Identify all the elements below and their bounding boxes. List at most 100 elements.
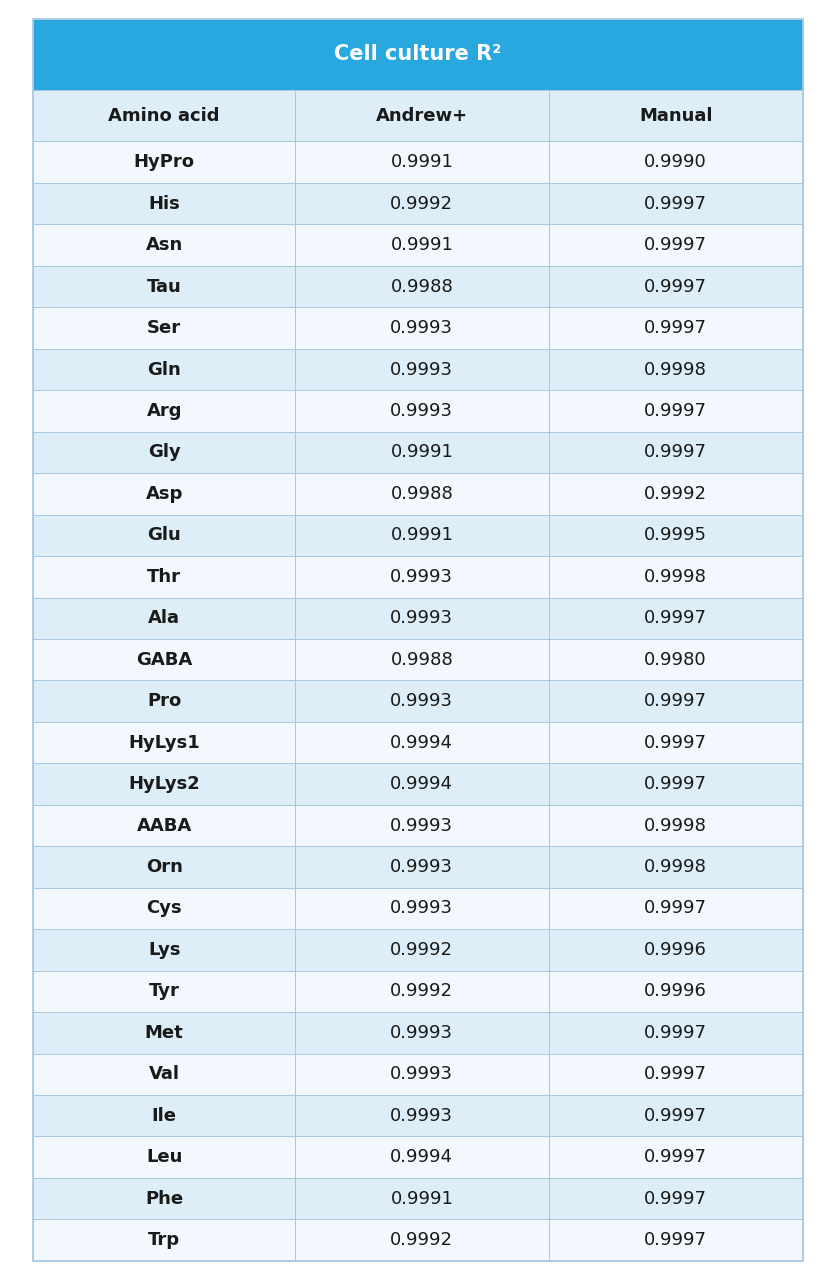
Text: Gly: Gly	[148, 443, 181, 461]
Text: Val: Val	[149, 1065, 180, 1083]
Text: 0.9997: 0.9997	[645, 319, 707, 337]
Text: Ala: Ala	[148, 609, 181, 627]
Bar	[548, 348, 803, 390]
Bar	[33, 348, 295, 390]
Text: Manual: Manual	[639, 106, 712, 124]
Bar	[548, 1053, 803, 1094]
Bar	[33, 1137, 295, 1178]
Text: 0.9993: 0.9993	[390, 692, 453, 710]
Text: 0.9997: 0.9997	[645, 1107, 707, 1125]
Text: 0.9991: 0.9991	[390, 154, 453, 172]
Bar	[33, 722, 295, 763]
Text: 0.9992: 0.9992	[390, 941, 453, 959]
Bar	[33, 515, 295, 556]
Bar	[548, 846, 803, 888]
Text: Asp: Asp	[145, 485, 183, 503]
Text: 0.9996: 0.9996	[645, 982, 707, 1001]
Bar	[548, 183, 803, 224]
Bar	[548, 598, 803, 639]
Text: Amino acid: Amino acid	[109, 106, 220, 124]
Bar	[548, 929, 803, 970]
Text: Tau: Tau	[147, 278, 181, 296]
Bar	[295, 763, 548, 805]
Text: 0.9994: 0.9994	[390, 1148, 453, 1166]
Text: HyPro: HyPro	[134, 154, 195, 172]
Bar	[33, 888, 295, 929]
Text: Glu: Glu	[147, 526, 181, 544]
Bar	[295, 722, 548, 763]
Text: 0.9993: 0.9993	[390, 609, 453, 627]
Text: Thr: Thr	[147, 568, 181, 586]
Bar	[548, 1094, 803, 1137]
Bar	[33, 19, 803, 90]
Text: Met: Met	[145, 1024, 184, 1042]
Text: 0.9998: 0.9998	[645, 361, 707, 379]
Bar	[295, 474, 548, 515]
Bar	[295, 970, 548, 1012]
Bar	[295, 681, 548, 722]
Text: 0.9997: 0.9997	[645, 1065, 707, 1083]
Bar	[33, 929, 295, 970]
Bar	[295, 639, 548, 681]
Text: 0.9997: 0.9997	[645, 900, 707, 918]
Text: 0.9992: 0.9992	[390, 195, 453, 212]
Bar	[33, 639, 295, 681]
Bar	[548, 763, 803, 805]
Text: 0.9994: 0.9994	[390, 733, 453, 751]
Bar	[295, 929, 548, 970]
Bar	[33, 846, 295, 888]
Bar	[295, 90, 548, 142]
Text: Asn: Asn	[145, 236, 183, 255]
Text: 0.9991: 0.9991	[390, 236, 453, 255]
Bar	[548, 1178, 803, 1220]
Bar	[33, 183, 295, 224]
Bar	[33, 142, 295, 183]
Text: 0.9997: 0.9997	[645, 195, 707, 212]
Bar	[548, 515, 803, 556]
Bar	[295, 556, 548, 598]
Text: 0.9988: 0.9988	[390, 650, 453, 668]
Text: 0.9991: 0.9991	[390, 1189, 453, 1207]
Text: GABA: GABA	[136, 650, 192, 668]
Text: 0.9993: 0.9993	[390, 858, 453, 876]
Text: 0.9988: 0.9988	[390, 278, 453, 296]
Bar	[295, 431, 548, 474]
Bar	[33, 598, 295, 639]
Text: Pro: Pro	[147, 692, 181, 710]
Bar	[295, 348, 548, 390]
Bar	[33, 1220, 295, 1261]
Text: 0.9997: 0.9997	[645, 776, 707, 794]
Bar	[33, 266, 295, 307]
Text: 0.9997: 0.9997	[645, 1024, 707, 1042]
Text: 0.9995: 0.9995	[645, 526, 707, 544]
Bar	[33, 90, 295, 142]
Text: 0.9994: 0.9994	[390, 776, 453, 794]
Bar	[295, 1137, 548, 1178]
Bar	[295, 888, 548, 929]
Bar	[548, 1220, 803, 1261]
Text: Orn: Orn	[145, 858, 182, 876]
Bar	[295, 266, 548, 307]
Bar	[33, 970, 295, 1012]
Text: 0.9993: 0.9993	[390, 402, 453, 420]
Text: 0.9997: 0.9997	[645, 402, 707, 420]
Text: HyLys2: HyLys2	[128, 776, 200, 794]
Text: 0.9990: 0.9990	[645, 154, 707, 172]
Bar	[33, 1053, 295, 1094]
Bar	[548, 805, 803, 846]
Bar	[548, 970, 803, 1012]
Bar	[33, 224, 295, 266]
Bar	[33, 805, 295, 846]
Text: 0.9996: 0.9996	[645, 941, 707, 959]
Text: 0.9997: 0.9997	[645, 609, 707, 627]
Text: 0.9998: 0.9998	[645, 858, 707, 876]
Text: 0.9993: 0.9993	[390, 1107, 453, 1125]
Text: 0.9997: 0.9997	[645, 1148, 707, 1166]
Text: 0.9992: 0.9992	[645, 485, 707, 503]
Text: Tyr: Tyr	[149, 982, 180, 1001]
Text: 0.9991: 0.9991	[390, 443, 453, 461]
Bar	[295, 1012, 548, 1053]
Text: 0.9997: 0.9997	[645, 733, 707, 751]
Text: 0.9980: 0.9980	[645, 650, 707, 668]
Bar	[548, 142, 803, 183]
